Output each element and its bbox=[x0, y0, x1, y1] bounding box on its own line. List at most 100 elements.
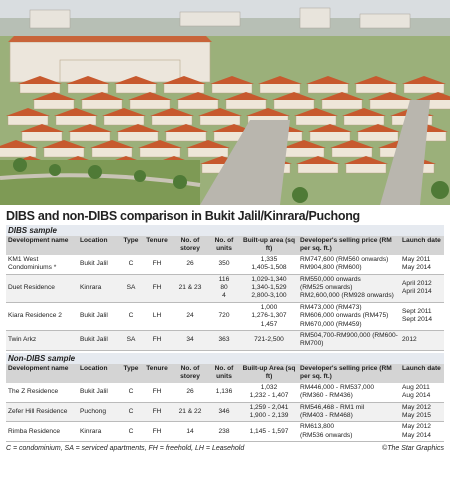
house-shape bbox=[116, 124, 160, 132]
cell-line: (RM360 - RM436) bbox=[300, 392, 353, 400]
cell-line: Kinrara bbox=[80, 427, 102, 435]
cell-line: 1,145 - 1,597 bbox=[249, 427, 289, 435]
header-row: Development name Location Type Tenure No. of… bbox=[6, 363, 444, 383]
cell-line: Kiara Residence 2 bbox=[8, 312, 62, 320]
cell-line: C bbox=[128, 427, 134, 435]
cell-line: FH bbox=[152, 407, 162, 415]
table-cell: FH bbox=[142, 254, 172, 275]
cell-line: Bukit Jalil bbox=[80, 260, 108, 268]
table-cell: SA bbox=[120, 274, 142, 303]
house-shape bbox=[246, 108, 290, 116]
column-header: Tenure bbox=[142, 236, 172, 255]
table-cell: Puchong bbox=[78, 402, 120, 423]
cell-line: April 2012 bbox=[402, 279, 432, 287]
house-shape bbox=[33, 98, 75, 110]
cell-line: KM1 West Condominiums * bbox=[8, 255, 57, 272]
cell-line: FH bbox=[152, 387, 162, 395]
cell-line: 1,259 - 2,041 bbox=[249, 403, 289, 411]
table-cell: 2012 bbox=[400, 330, 444, 351]
cell-line: 721-2,500 bbox=[254, 336, 284, 344]
cell-line: 1,340-1,529 bbox=[251, 284, 287, 292]
table-cell: The Z Residence bbox=[6, 382, 78, 403]
cell-line: RM747,600 (RM560 onwards) bbox=[300, 255, 389, 263]
table-row: KM1 West Condominiums * Bukit Jalil C FH 26 3… bbox=[6, 254, 444, 275]
house-shape bbox=[306, 76, 350, 84]
cell-line: 4 bbox=[222, 292, 226, 300]
house-shape bbox=[115, 82, 157, 94]
header-row: Development name Location Type Tenure No. of… bbox=[6, 236, 444, 255]
table-cell: Kinrara bbox=[78, 274, 120, 303]
cell-line: 346 bbox=[218, 407, 230, 415]
cell-line: Twin Arkz bbox=[8, 336, 37, 344]
cell-line: RM606,000 onwards (RM475) bbox=[300, 312, 389, 320]
table-cell: 1,000 1,276-1,307 1,457 bbox=[240, 302, 298, 332]
house-shape bbox=[32, 92, 76, 100]
cell-line: 24 bbox=[186, 312, 194, 320]
house-shape bbox=[21, 130, 63, 142]
table-cell: FH bbox=[142, 274, 172, 303]
house-shape bbox=[309, 130, 351, 142]
table-cell: 116 80 4 bbox=[208, 274, 240, 303]
table-cell: 21 & 22 bbox=[172, 402, 208, 423]
table-cell: C bbox=[120, 302, 142, 332]
cell-line: May 2011 bbox=[402, 255, 431, 263]
house-shape bbox=[259, 82, 301, 94]
house-shape bbox=[210, 76, 254, 84]
house-shape bbox=[66, 76, 110, 84]
cell-line: 238 bbox=[218, 427, 230, 435]
table-cell: Aug 2011 Aug 2014 bbox=[400, 382, 444, 403]
cell-line: Aug 2014 bbox=[402, 392, 431, 400]
house-shape bbox=[42, 140, 86, 148]
table-cell: KM1 West Condominiums * bbox=[6, 254, 78, 275]
column-header: No. of units bbox=[208, 236, 240, 255]
table-cell: FH bbox=[142, 330, 172, 351]
table-cell: 346 bbox=[208, 402, 240, 423]
house-shape bbox=[162, 76, 206, 84]
cell-line: 1,900 - 2,139 bbox=[249, 411, 289, 419]
column-header: Launch date bbox=[400, 363, 444, 383]
house-shape bbox=[102, 108, 146, 116]
cell-line: (RM525 onwards) bbox=[300, 284, 353, 292]
cell-line: LH bbox=[152, 312, 162, 320]
cell-line: Bukit Jalil bbox=[80, 387, 108, 395]
house-shape bbox=[114, 76, 158, 84]
house-shape bbox=[354, 76, 398, 84]
cell-line: RM550,000 onwards bbox=[300, 275, 361, 283]
house-shape bbox=[0, 146, 37, 158]
table-cell: Sept 2011 Sept 2014 bbox=[400, 302, 444, 332]
column-header: No. of storey bbox=[172, 236, 208, 255]
table-cell: 1,032 1,232 - 1,407 bbox=[240, 382, 298, 403]
column-header: Developer's selling price (RM per sq. ft… bbox=[298, 236, 400, 255]
table-cell: May 2012 May 2014 bbox=[400, 421, 444, 443]
house-shape bbox=[187, 146, 229, 158]
cell-line: 720 bbox=[218, 312, 230, 320]
table-row: Rimba Residence Kinrara C FH 14 238 1,145 - 1,… bbox=[6, 421, 444, 443]
table-row: Duet Residence Kinrara SA FH 21 & 23 116 80 4 1,… bbox=[6, 274, 444, 303]
house-shape bbox=[164, 124, 208, 132]
cell-line: FH bbox=[152, 260, 162, 268]
cell-line: 2,800-3,100 bbox=[251, 292, 287, 300]
house-shape bbox=[402, 76, 446, 84]
table-cell: 14 bbox=[172, 421, 208, 443]
house-shape bbox=[151, 114, 193, 126]
house-shape bbox=[150, 108, 194, 116]
house-shape bbox=[138, 140, 182, 148]
table-cell: SA bbox=[120, 330, 142, 351]
house-shape bbox=[54, 108, 98, 116]
table-cell: 1,145 - 1,597 bbox=[240, 421, 298, 443]
column-header: Location bbox=[78, 236, 120, 255]
house-shape bbox=[19, 82, 61, 94]
house-shape bbox=[69, 130, 111, 142]
house-shape bbox=[272, 92, 316, 100]
table-cell: 721-2,500 bbox=[240, 330, 298, 351]
cell-line: Rimba Residence bbox=[8, 427, 61, 435]
house-shape bbox=[403, 82, 445, 94]
house-shape bbox=[320, 92, 364, 100]
cell-line: Kinrara bbox=[80, 284, 102, 292]
house-shape bbox=[67, 82, 109, 94]
house-shape bbox=[345, 162, 387, 174]
table-cell: C bbox=[120, 254, 142, 275]
cell-line: Sept 2011 bbox=[402, 308, 432, 316]
house-shape bbox=[273, 98, 315, 110]
